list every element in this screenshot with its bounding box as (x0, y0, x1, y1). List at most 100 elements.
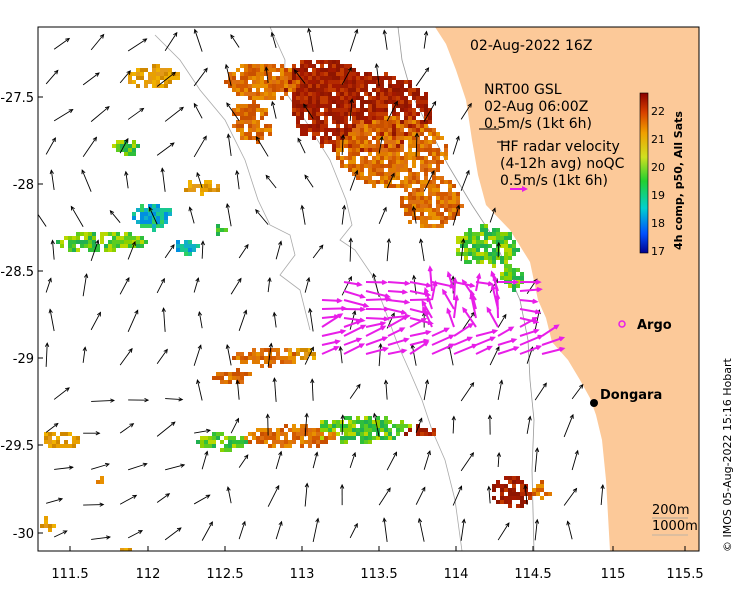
sst-pixel (368, 440, 372, 444)
sst-pixel (396, 156, 400, 160)
sst-pixel (84, 244, 88, 248)
sst-pixel (392, 168, 396, 172)
sst-pixel (272, 64, 276, 68)
sst-pixel (272, 88, 276, 92)
sst-pixel (408, 108, 412, 112)
gsl-arrow (201, 241, 204, 259)
sst-pixel (220, 440, 224, 444)
sst-pixel (392, 120, 396, 124)
sst-pixel (276, 68, 280, 72)
sst-pixel (328, 140, 332, 144)
sst-pixel (268, 80, 272, 84)
sst-pixel (268, 68, 272, 72)
gsl-arrow (386, 238, 390, 262)
sst-pixel (108, 244, 112, 248)
gsl-arrow (164, 244, 175, 259)
sst-pixel (344, 100, 348, 104)
sst-pixel (516, 480, 520, 484)
sst-pixel (320, 436, 324, 440)
sst-pixel (72, 436, 76, 440)
sst-pixel (244, 132, 248, 136)
sst-pixel (288, 360, 292, 364)
sst-pixel (520, 272, 524, 276)
sst-pixel (372, 156, 376, 160)
sst-pixel (128, 548, 132, 551)
sst-pixel (88, 236, 92, 240)
sst-pixel (124, 236, 128, 240)
sst-pixel (400, 80, 404, 84)
sst-pixel (316, 428, 320, 432)
gsl-arrow (275, 241, 282, 260)
sst-pixel (412, 164, 416, 168)
sst-pixel (476, 232, 480, 236)
sst-pixel (268, 356, 272, 360)
sst-pixel (340, 92, 344, 96)
sst-pixel (508, 232, 512, 236)
sst-pixel (408, 184, 412, 188)
colorbar-tick: 21 (651, 133, 665, 146)
gsl-arrow (349, 523, 358, 539)
sst-pixel (256, 128, 260, 132)
sst-pixel (360, 424, 364, 428)
sst-pixel (216, 188, 220, 192)
sst-pixel (236, 352, 240, 356)
sst-pixel (300, 348, 304, 352)
sst-pixel (320, 104, 324, 108)
sst-pixel (340, 80, 344, 84)
sst-pixel (364, 132, 368, 136)
sst-pixel (436, 224, 440, 228)
sst-pixel (372, 80, 376, 84)
sst-pixel (424, 92, 428, 96)
sst-pixel (304, 100, 308, 104)
sst-pixel (240, 380, 244, 384)
gsl-arrow (119, 277, 130, 295)
dongara-marker (590, 399, 598, 407)
gsl-arrow (53, 38, 70, 50)
sst-pixel (392, 424, 396, 428)
sst-pixel (124, 144, 128, 148)
sst-pixel (324, 92, 328, 96)
sst-pixel (240, 376, 244, 380)
sst-pixel (448, 196, 452, 200)
sst-pixel (340, 104, 344, 108)
sst-pixel (372, 428, 376, 432)
sst-pixel (448, 180, 452, 184)
sst-pixel (232, 108, 236, 112)
sst-pixel (384, 140, 388, 144)
sst-pixel (216, 184, 220, 188)
sst-pixel (360, 116, 364, 120)
sst-pixel (184, 252, 188, 256)
sst-pixel (464, 244, 468, 248)
sst-pixel (432, 188, 436, 192)
sst-pixel (388, 116, 392, 120)
sst-pixel (396, 184, 400, 188)
sst-pixel (364, 440, 368, 444)
gsl-arrow (81, 169, 92, 192)
sst-pixel (152, 72, 156, 76)
hf-radar-arrows (321, 265, 566, 355)
sst-pixel (268, 96, 272, 100)
sst-pixel (140, 244, 144, 248)
sst-pixel (136, 76, 140, 80)
sst-pixel (400, 132, 404, 136)
sst-pixel (496, 484, 500, 488)
sst-pixel (68, 444, 72, 448)
gsl-arrow (383, 518, 388, 542)
sst-pixel (476, 248, 480, 252)
sst-pixel (252, 436, 256, 440)
sst-pixel (104, 232, 108, 236)
sst-pixel (372, 180, 376, 184)
sst-pixel (256, 140, 260, 144)
sst-pixel (328, 60, 332, 64)
sst-pixel (124, 548, 128, 551)
sst-pixel (380, 160, 384, 164)
sst-pixel (132, 244, 136, 248)
sst-pixel (244, 76, 248, 80)
hf-arrow (343, 324, 365, 337)
sst-pixel (508, 492, 512, 496)
sst-pixel (300, 72, 304, 76)
sst-pixel (420, 188, 424, 192)
gsl-arrow (38, 213, 47, 227)
sst-pixel (344, 68, 348, 72)
sst-pixel (356, 128, 360, 132)
